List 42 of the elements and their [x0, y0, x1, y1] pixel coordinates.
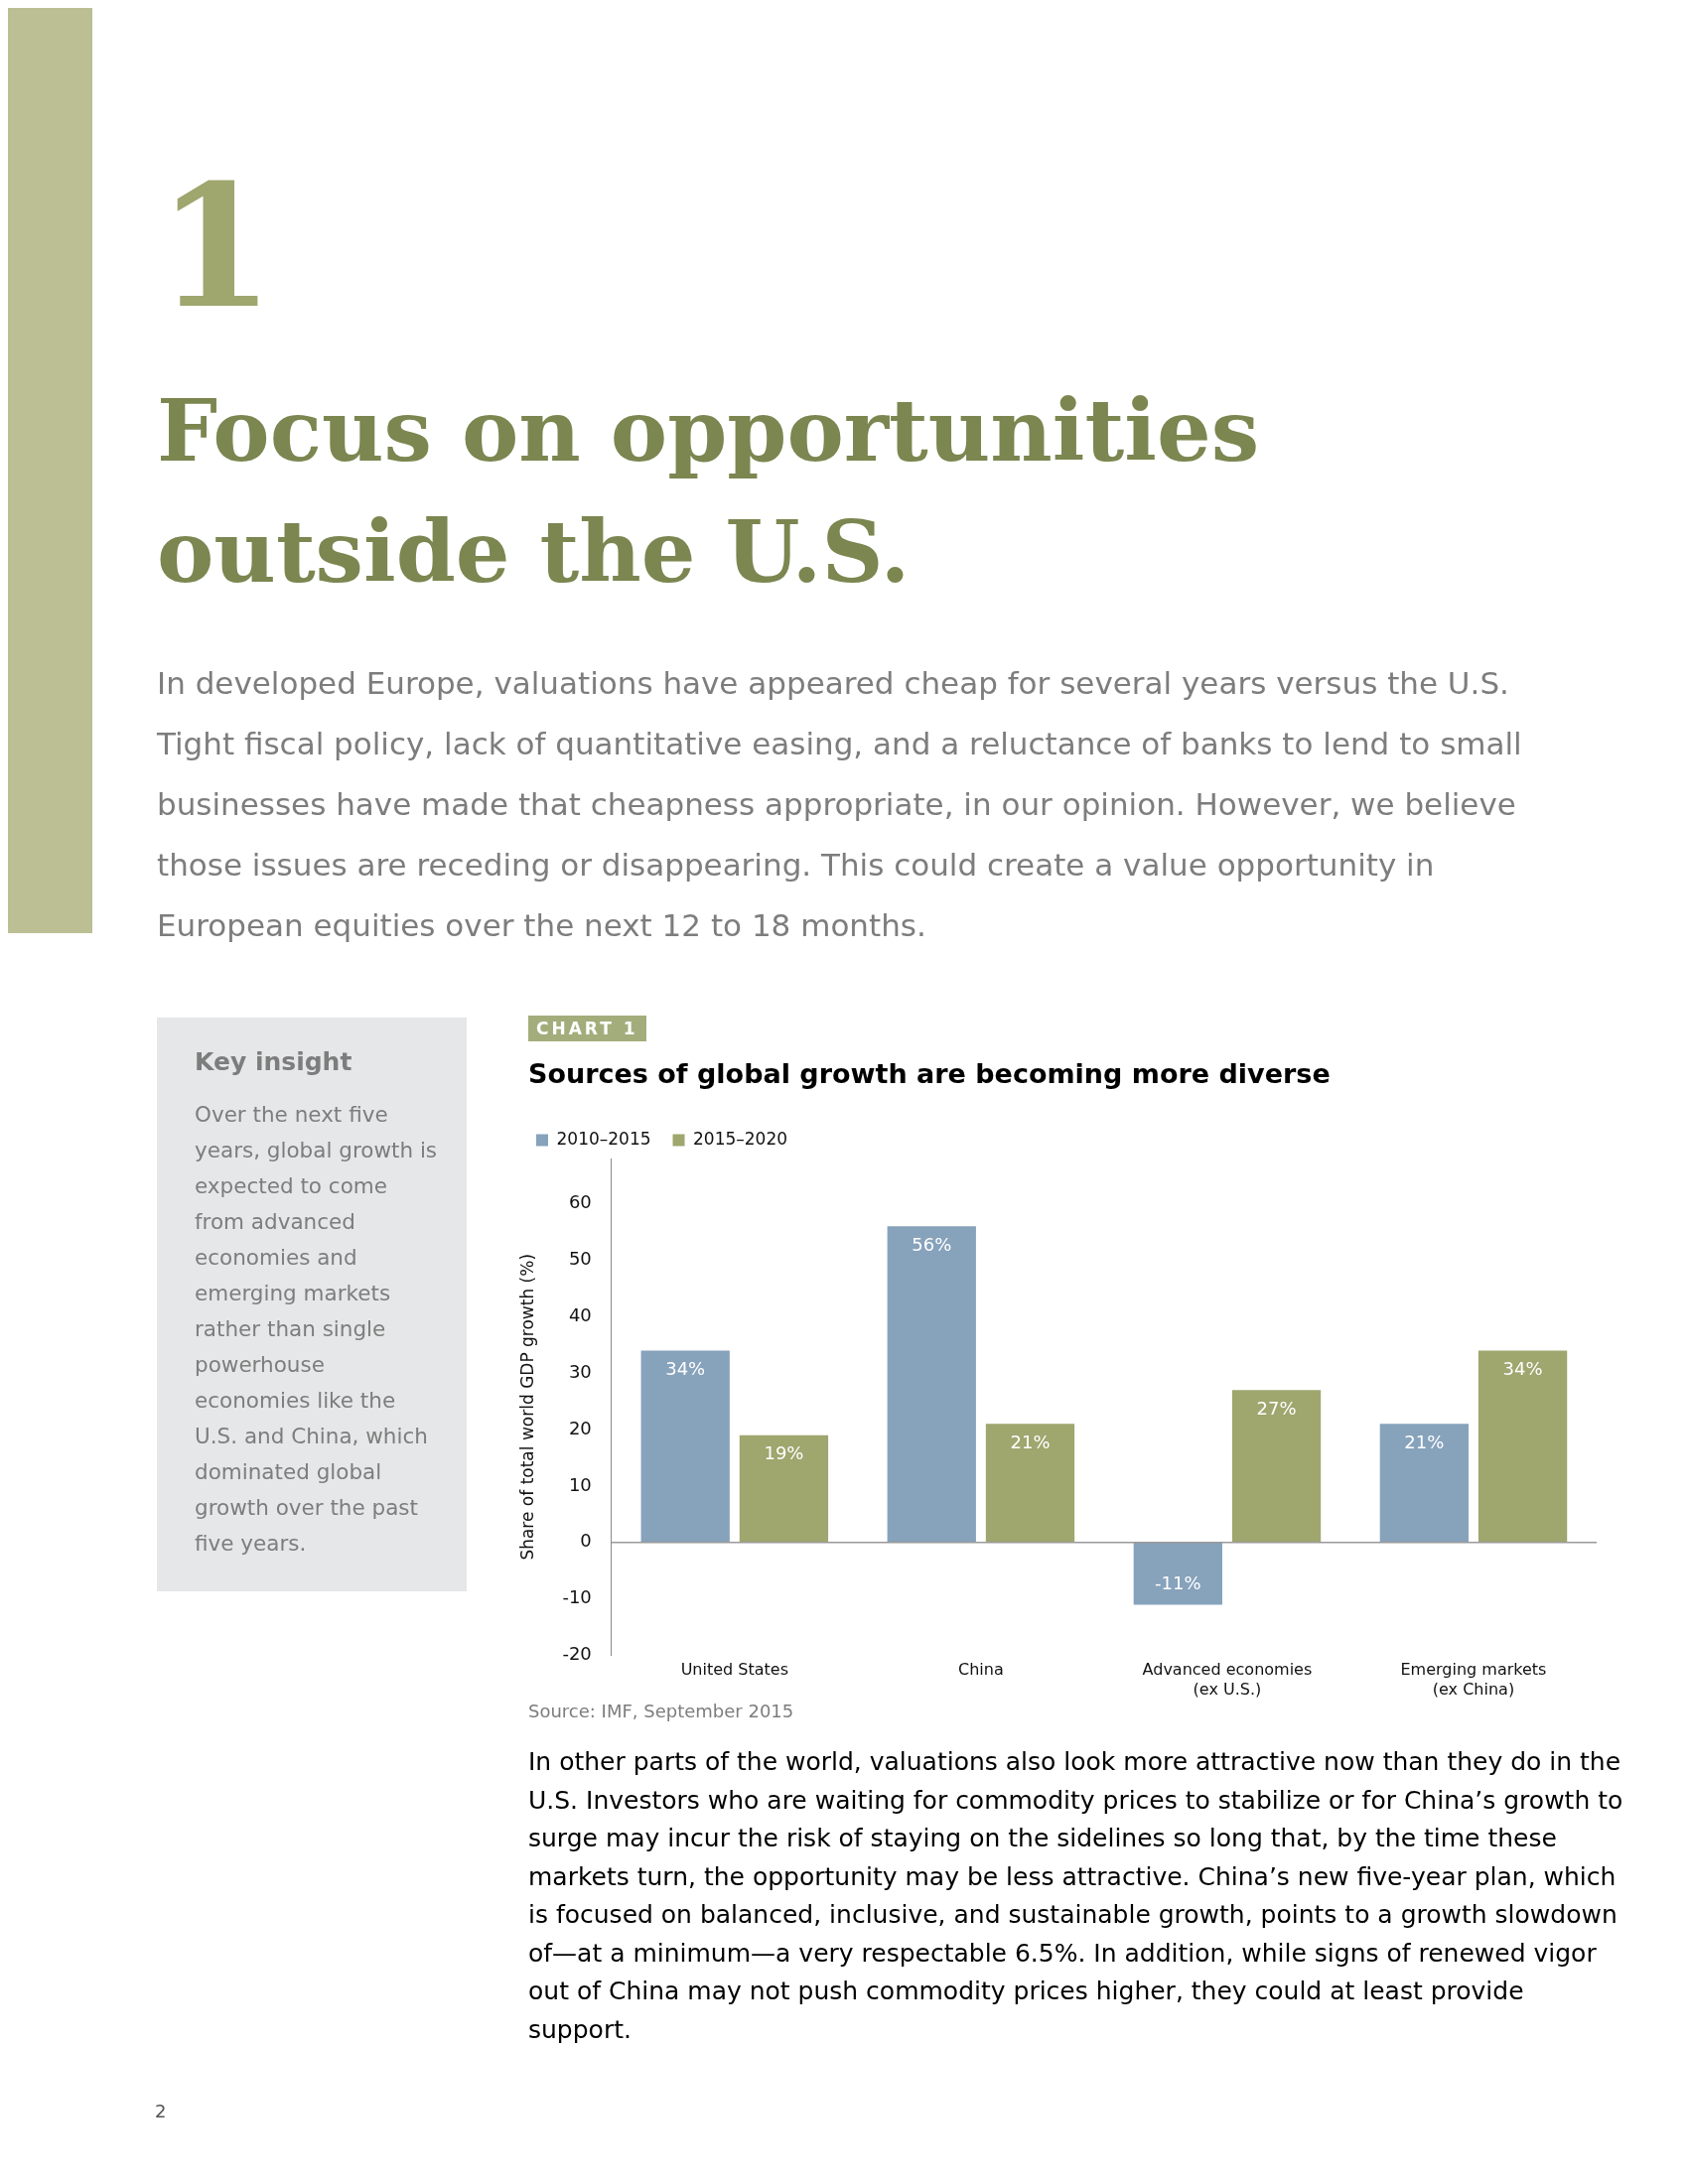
text: 1 — [157, 147, 275, 345]
data-label: 27% — [1256, 1397, 1297, 1419]
y-tick-label: 10 — [568, 1473, 592, 1495]
bar — [1379, 1424, 1470, 1543]
data-label: 34% — [665, 1358, 706, 1380]
x-tick-label: Advanced economies (ex U.S.) — [1142, 1660, 1313, 1699]
bar — [1477, 1350, 1568, 1543]
data-label: 56% — [912, 1233, 952, 1255]
text: In other parts of the world, valuations also look more attractive now than they do in the U.S. Investors who are waiting for commodity prices to stabilize or for China’s growth to surge may incur the risk of staying on the sidelines so long that, by the time these markets turn, the opportunity may be less attractive. China’s new five-year plan, which is focused on balanced, inclusive, and sustainable growth, points to a growth slowdown of—at a minimum—a very respectable 6.5%. In addition, while signs of renewed vigor out of China may not push commodity prices higher, they could at least provide support. — [528, 1746, 1624, 2046]
y-axis-title: Share of total world GDP growth (%) — [516, 1253, 537, 1561]
y-tick-label: -20 — [562, 1643, 592, 1665]
y-tick-label: 50 — [568, 1248, 592, 1270]
x-tick-label: United States — [680, 1660, 788, 1680]
data-label: 19% — [764, 1442, 804, 1464]
bar — [985, 1424, 1075, 1543]
text: Over the next five years, global growth is expected to come from advanced economies and emerging markets rather than single powerhouse economies like the U.S. and China, which dominated global growth over the past five years. — [195, 1102, 438, 1556]
y-tick-label: 0 — [580, 1530, 592, 1552]
bar — [1133, 1542, 1222, 1605]
y-tick-label: -10 — [562, 1586, 592, 1608]
y-tick-label: 20 — [568, 1417, 592, 1438]
y-tick-label: 40 — [568, 1303, 592, 1325]
data-label: 34% — [1502, 1358, 1543, 1380]
y-tick-label: 60 — [568, 1191, 592, 1213]
caption: CHART 1 — [528, 1016, 646, 1041]
bar — [640, 1350, 730, 1543]
text: Key insight — [195, 1047, 352, 1076]
bar — [1231, 1390, 1322, 1543]
x-tick-label: China — [958, 1660, 1004, 1680]
text: Focus on opportunities outside the U.S. — [157, 379, 1261, 604]
chart-title: Sources of global growth are becoming more diverse — [528, 1058, 1331, 1089]
legend-label: 2015–2020 — [693, 1128, 788, 1149]
bar — [739, 1434, 829, 1543]
y-tick-label: 30 — [568, 1360, 592, 1382]
data-label: 21% — [1404, 1432, 1445, 1453]
text: 2 — [155, 2101, 167, 2121]
text: In developed Europe, valuations have appeared cheap for several years versus the U.S. Tight fiscal policy, lack of quantitative easing, and a reluctance of banks to lend to small businesses have made that cheapness appropriate, in our opinion. However, we believe those issues are receding or disappearing. This could create a value opportunity in European equities over the next 12 to 18 months. — [157, 664, 1523, 945]
x-tick-label: Emerging markets (ex China) — [1400, 1660, 1547, 1699]
legend-label: 2010–2015 — [556, 1128, 651, 1149]
bar — [887, 1226, 976, 1543]
data-label: -11% — [1155, 1572, 1201, 1594]
data-label: 21% — [1010, 1432, 1051, 1453]
source-note: Source: IMF, September 2015 — [528, 1701, 794, 1721]
